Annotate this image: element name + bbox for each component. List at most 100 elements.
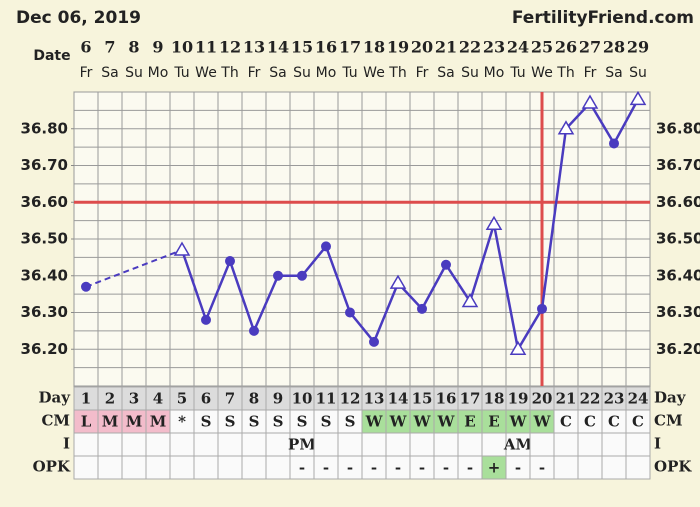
temp-point bbox=[609, 138, 619, 149]
row-label: OPK bbox=[33, 458, 71, 476]
weekday-label: Tu bbox=[509, 65, 525, 81]
weekday-label: Th bbox=[388, 65, 406, 81]
cell-text: W bbox=[533, 413, 552, 431]
cell-text: S bbox=[249, 413, 260, 431]
weekday-label: We bbox=[531, 65, 553, 81]
weekday-label: Fr bbox=[416, 65, 429, 81]
cell-text: 18 bbox=[484, 390, 505, 408]
y-tick-label: 36.70 bbox=[656, 156, 700, 174]
cell-text: 7 bbox=[225, 390, 235, 408]
temp-point bbox=[201, 314, 211, 325]
y-tick-label: 36.40 bbox=[656, 266, 700, 284]
cell-text: 14 bbox=[388, 390, 409, 408]
triangle-point bbox=[509, 340, 527, 355]
date-label: 8 bbox=[128, 38, 139, 57]
date-label: 21 bbox=[435, 38, 457, 57]
cell-text: - bbox=[299, 459, 305, 477]
cell-text: C bbox=[632, 413, 644, 431]
weekday-label: Su bbox=[629, 65, 647, 81]
table-cell bbox=[145, 432, 171, 457]
date-label: 14 bbox=[267, 38, 289, 57]
table-cell bbox=[169, 455, 195, 480]
cell-text: M bbox=[126, 413, 143, 431]
cell-text: W bbox=[389, 413, 408, 431]
table-cell bbox=[481, 432, 507, 457]
weekday-label: Tu bbox=[341, 65, 357, 81]
table-cell bbox=[265, 455, 291, 480]
date-label: 16 bbox=[315, 38, 337, 57]
table-cell bbox=[577, 455, 603, 480]
table-cell bbox=[601, 432, 627, 457]
date-label: 23 bbox=[483, 38, 505, 57]
date-label: 15 bbox=[291, 38, 313, 57]
cell-text: - bbox=[539, 459, 545, 477]
x-label: Date bbox=[33, 48, 70, 64]
cell-text: + bbox=[488, 459, 501, 477]
date-label: 28 bbox=[603, 38, 625, 57]
weekday-label: Sa bbox=[269, 65, 286, 81]
y-tick-label: 36.60 bbox=[656, 193, 700, 211]
cell-text: - bbox=[323, 459, 329, 477]
temp-point bbox=[81, 281, 91, 292]
y-tick-label: 36.80 bbox=[656, 119, 700, 137]
cell-text: S bbox=[225, 413, 236, 431]
y-tick-label: 36.80 bbox=[21, 119, 68, 137]
temp-point bbox=[321, 241, 331, 252]
y-tick-label: 36.20 bbox=[21, 340, 68, 358]
triangle-point bbox=[389, 274, 407, 289]
weekday-label: Su bbox=[461, 65, 479, 81]
y-tick-label: 36.40 bbox=[21, 266, 68, 284]
table-cell bbox=[361, 432, 387, 457]
cell-text: M bbox=[150, 413, 167, 431]
weekday-label: We bbox=[195, 65, 217, 81]
cell-text: 23 bbox=[604, 390, 625, 408]
weekday-label: Sa bbox=[605, 65, 622, 81]
triangle-point bbox=[485, 215, 503, 231]
weekday-label: Th bbox=[220, 65, 238, 81]
cell-text: W bbox=[509, 413, 528, 431]
cell-text: 16 bbox=[436, 390, 457, 408]
weekday-label: Tu bbox=[173, 65, 189, 81]
table-cell bbox=[217, 455, 243, 480]
cell-text: 20 bbox=[532, 390, 553, 408]
table-cell bbox=[193, 432, 219, 457]
table-cell bbox=[457, 432, 483, 457]
table-cell bbox=[553, 432, 579, 457]
cell-text: - bbox=[395, 459, 401, 477]
weekday-label: Th bbox=[556, 65, 574, 81]
temp-point bbox=[441, 259, 451, 270]
cell-text: 5 bbox=[177, 390, 187, 408]
cell-text: S bbox=[273, 413, 284, 431]
date-label: 9 bbox=[152, 38, 163, 57]
weekday-label: Fr bbox=[248, 65, 261, 81]
date-label: 13 bbox=[243, 38, 265, 57]
date-label: 20 bbox=[411, 38, 433, 57]
cell-text: 11 bbox=[316, 390, 337, 408]
cell-text: W bbox=[413, 413, 432, 431]
table-cell bbox=[529, 432, 555, 457]
cell-text: C bbox=[560, 413, 572, 431]
cell-text: PM bbox=[288, 436, 316, 454]
cell-text: 8 bbox=[249, 390, 259, 408]
triangle-point bbox=[629, 90, 647, 106]
cell-text: M bbox=[102, 413, 119, 431]
cell-text: - bbox=[443, 459, 449, 477]
row-label: CM bbox=[654, 412, 683, 430]
table-cell bbox=[265, 432, 291, 457]
cell-text: L bbox=[81, 413, 92, 431]
table-cell bbox=[241, 432, 267, 457]
cell-text: - bbox=[467, 459, 473, 477]
cell-text: S bbox=[297, 413, 308, 431]
triangle-point bbox=[461, 292, 479, 308]
table-cell bbox=[241, 455, 267, 480]
table-cell bbox=[73, 455, 99, 480]
date-label: 27 bbox=[579, 38, 601, 57]
weekday-label: Su bbox=[293, 65, 311, 81]
row-label: Day bbox=[654, 389, 687, 407]
date-label: 25 bbox=[531, 38, 553, 57]
chart-title: Dec 06, 2019 bbox=[16, 8, 141, 28]
table-cell bbox=[169, 432, 195, 457]
weekday-label: Mo bbox=[316, 65, 337, 81]
cell-text: E bbox=[464, 413, 475, 431]
table-cell bbox=[97, 455, 123, 480]
